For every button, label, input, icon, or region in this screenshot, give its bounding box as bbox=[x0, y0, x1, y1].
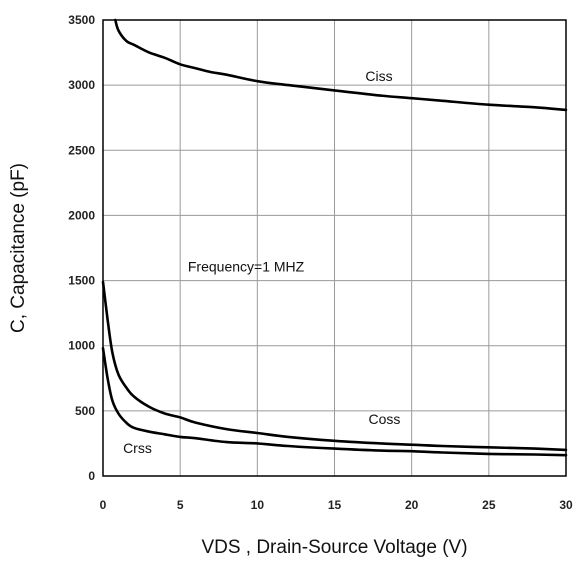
annotations: Ciss Coss Crss Frequency=1 MHZ bbox=[123, 68, 400, 456]
annotation-coss: Coss bbox=[368, 411, 400, 427]
y-tick-label: 0 bbox=[88, 469, 95, 483]
series-line-coss bbox=[101, 280, 568, 452]
x-tick-label: 15 bbox=[328, 498, 342, 512]
x-tick-label: 25 bbox=[482, 498, 496, 512]
tick-labels: 0 5 10 15 20 25 30 0 500 1000 1500 2000 2500 3000 3500 bbox=[68, 13, 573, 512]
y-tick-label: 1000 bbox=[68, 339, 95, 353]
series-line-ciss bbox=[114, 18, 568, 112]
x-tick-label: 20 bbox=[405, 498, 419, 512]
y-tick-label: 3500 bbox=[68, 13, 95, 27]
x-axis-label: VDS , Drain-Source Voltage (V) bbox=[201, 537, 467, 558]
annotation-ciss: Ciss bbox=[365, 68, 392, 84]
y-tick-label: 2500 bbox=[68, 143, 95, 157]
y-tick-label: 3000 bbox=[68, 78, 95, 92]
x-tick-label: 10 bbox=[251, 498, 265, 512]
x-tick-label: 30 bbox=[559, 498, 573, 512]
plot-frame bbox=[102, 19, 567, 477]
grid-lines bbox=[103, 20, 566, 476]
y-axis-label: C, Capacitance (pF) bbox=[8, 163, 29, 333]
y-tick-label: 1500 bbox=[68, 274, 95, 288]
y-tick-label: 2000 bbox=[68, 208, 95, 222]
annotation-frequency-1-mhz: Frequency=1 MHZ bbox=[188, 258, 305, 274]
series-curves bbox=[101, 18, 568, 457]
x-tick-label: 0 bbox=[100, 498, 107, 512]
series-line-crss bbox=[101, 347, 568, 457]
annotation-crss: Crss bbox=[123, 440, 152, 456]
y-tick-label: 500 bbox=[75, 404, 95, 418]
x-tick-label: 5 bbox=[177, 498, 184, 512]
